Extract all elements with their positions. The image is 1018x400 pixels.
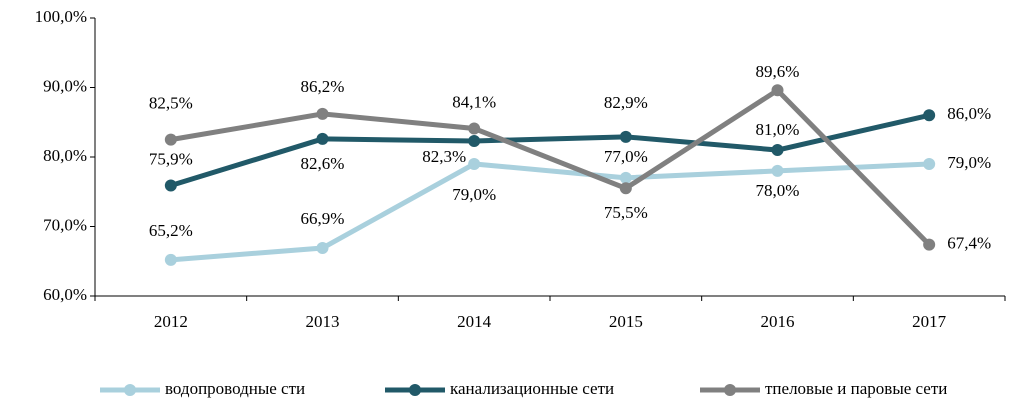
data-label: 78,0% — [756, 181, 800, 200]
x-tick-label: 2014 — [457, 312, 492, 331]
point — [164, 179, 177, 192]
point — [164, 133, 177, 146]
legend-marker — [409, 384, 421, 396]
point — [771, 144, 784, 157]
point — [468, 122, 481, 135]
data-label: 82,9% — [604, 93, 648, 112]
data-label: 79,0% — [947, 153, 991, 172]
data-label: 67,4% — [947, 233, 991, 252]
data-label: 82,3% — [422, 147, 466, 166]
point — [316, 132, 329, 145]
point — [619, 171, 632, 184]
data-label: 89,6% — [756, 62, 800, 81]
data-label: 77,0% — [604, 147, 648, 166]
point — [923, 157, 936, 170]
point — [316, 107, 329, 120]
data-label: 82,5% — [149, 94, 193, 113]
point — [164, 253, 177, 266]
series-line — [170, 161, 930, 263]
x-tick-label: 2017 — [912, 312, 947, 331]
data-label: 82,6% — [301, 154, 345, 173]
legend-marker — [724, 384, 736, 396]
legend-label: водопроводные сти — [165, 379, 305, 398]
x-tick-label: 2013 — [306, 312, 340, 331]
y-tick-label: 100,0% — [35, 7, 87, 26]
y-tick-label: 70,0% — [43, 215, 87, 234]
data-label: 86,0% — [947, 104, 991, 123]
series-line — [170, 87, 931, 247]
point — [316, 242, 329, 255]
series-line — [170, 112, 930, 188]
point — [771, 164, 784, 177]
legend-label: тпеловые и паровые сети — [765, 379, 947, 398]
x-tick-label: 2016 — [761, 312, 795, 331]
point — [771, 84, 784, 97]
point — [619, 130, 632, 143]
x-tick-label: 2012 — [154, 312, 188, 331]
data-label: 81,0% — [756, 120, 800, 139]
data-label: 75,5% — [604, 203, 648, 222]
data-label: 86,2% — [301, 77, 345, 96]
point — [468, 135, 481, 148]
data-label: 84,1% — [452, 92, 496, 111]
data-label: 75,9% — [149, 149, 193, 168]
x-tick-label: 2015 — [609, 312, 643, 331]
y-tick-label: 90,0% — [43, 76, 87, 95]
point — [923, 238, 936, 251]
data-label: 66,9% — [301, 209, 345, 228]
point — [468, 157, 481, 170]
legend-label: канализационные сети — [450, 379, 614, 398]
data-label: 65,2% — [149, 221, 193, 240]
point — [923, 109, 936, 122]
data-label: 79,0% — [452, 185, 496, 204]
point — [619, 182, 632, 195]
legend-marker — [124, 384, 136, 396]
y-tick-label: 80,0% — [43, 146, 87, 165]
y-tick-label: 60,0% — [43, 285, 87, 304]
